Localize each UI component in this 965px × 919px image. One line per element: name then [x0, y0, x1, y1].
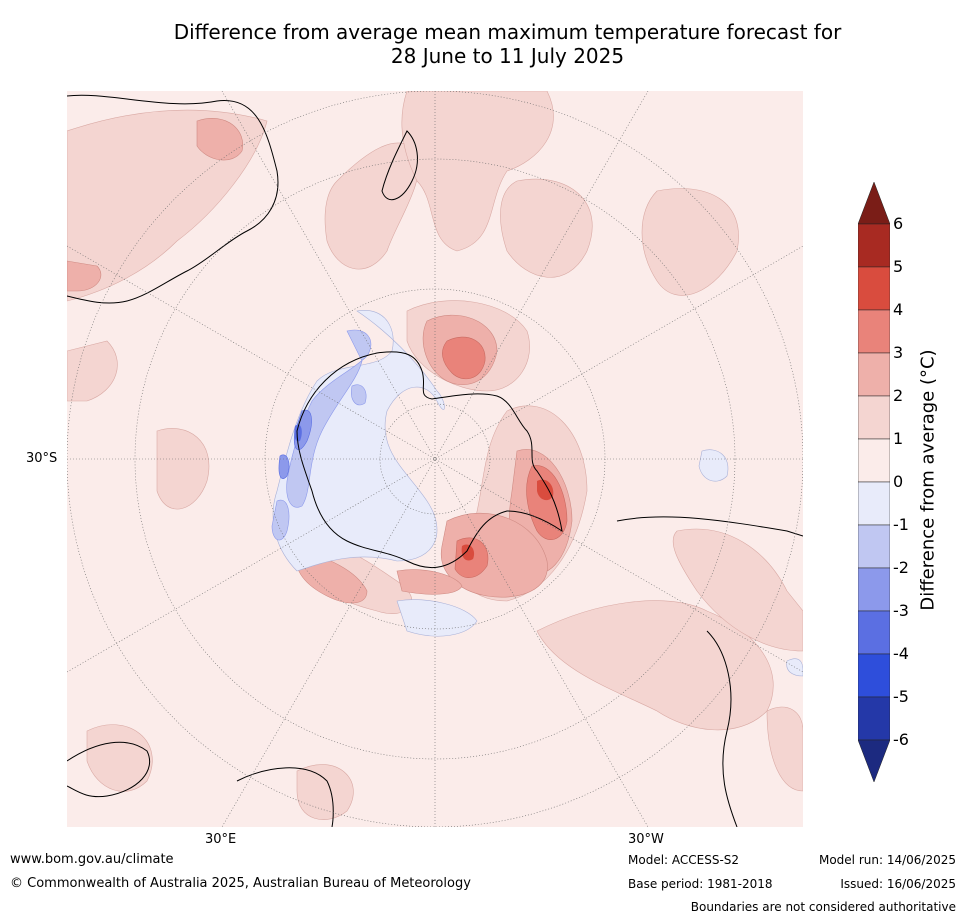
colorbar-0-1: [858, 438, 890, 483]
copyright-text: © Commonwealth of Australia 2025, Austra…: [10, 876, 471, 891]
map-panel: [67, 91, 803, 827]
anomaly-minus2-minus1-patches: [271, 329, 372, 541]
colorbar-tick: -6: [893, 730, 909, 749]
coastlines: [67, 94, 803, 827]
colorbar-2-3: [858, 352, 890, 397]
colorbar-minus2-minus1: [858, 524, 890, 569]
colorbar-3-4: [858, 309, 890, 354]
colorbar-minus3-minus2: [858, 567, 890, 612]
colorbar-1-2: [858, 395, 890, 440]
colorbar: [858, 182, 890, 782]
lon-30e-label: 30°E: [205, 832, 237, 847]
anomaly-minus4-minus3-patches: [294, 424, 302, 442]
colorbar-tick: -5: [893, 687, 909, 706]
title-line-2: 28 June to 11 July 2025: [390, 44, 625, 68]
colorbar-tick: 6: [893, 214, 904, 233]
colorbar-minus6-minus5: [858, 696, 890, 741]
colorbar-tick: 1: [893, 429, 904, 448]
colorbar-tick: -4: [893, 644, 909, 663]
colorbar-minus4-minus3: [858, 610, 890, 655]
colorbar-tick: -2: [893, 558, 909, 577]
disclaimer-text: Boundaries are not considered authoritat…: [690, 900, 956, 914]
anomaly-4-5-patches: [461, 479, 554, 561]
colorbar-tick: 3: [893, 343, 904, 362]
colorbar-4-5: [858, 266, 890, 311]
model-text: Model: ACCESS-S2: [628, 853, 740, 867]
model-run-text: Model run: 14/06/2025: [818, 853, 956, 867]
colorbar-tick: 2: [893, 386, 904, 405]
issued-text: Issued: 16/06/2025: [840, 877, 956, 891]
title-line-1: Difference from average mean maximum tem…: [173, 20, 842, 44]
colorbar-minus5-minus4: [858, 653, 890, 698]
colorbar-tick: 4: [893, 300, 904, 319]
colorbar-minus1-0: [858, 481, 890, 526]
colorbar-above-6: [858, 182, 890, 225]
colorbar-below-minus6: [858, 739, 890, 782]
graticule: [67, 91, 803, 827]
colorbar-tick: -1: [893, 515, 909, 534]
map-title: Difference from average mean maximum tem…: [60, 20, 955, 68]
lon-30w-label: 30°W: [628, 832, 664, 847]
colorbar-5-6: [858, 223, 890, 268]
lat-30s-label: 30°S: [26, 451, 58, 466]
colorbar-tick: 0: [893, 472, 904, 491]
website-link[interactable]: www.bom.gov.au/climate: [10, 852, 174, 867]
colorbar-title: Difference from average (°C): [917, 349, 939, 611]
colorbar-tick: -3: [893, 601, 909, 620]
anomaly-minus1-0-patches: [272, 310, 803, 677]
colorbar-tick: 5: [893, 257, 904, 276]
base-period-text: Base period: 1981-2018: [628, 877, 773, 891]
polar-map: [67, 91, 803, 827]
